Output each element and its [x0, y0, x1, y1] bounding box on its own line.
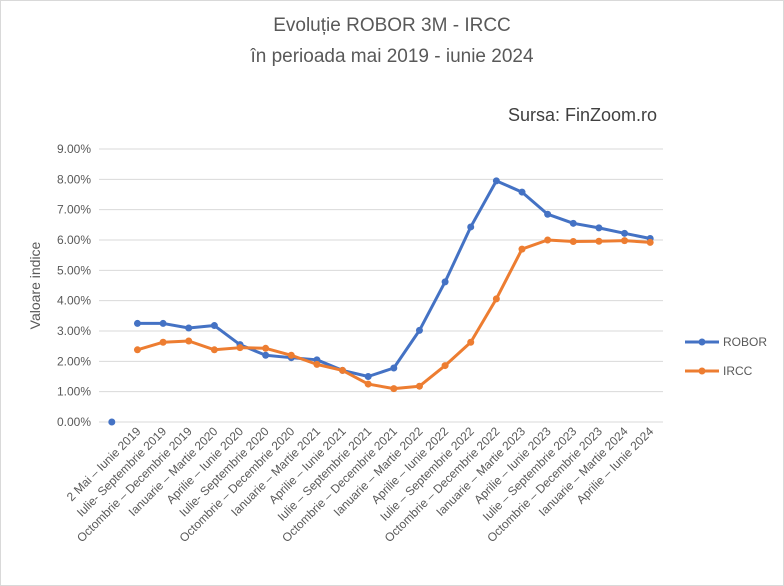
data-point-ircc: [210, 346, 218, 354]
data-point-ircc: [339, 366, 347, 374]
data-point-ircc: [646, 238, 654, 246]
data-point-robor: [210, 322, 218, 330]
data-point-robor: [441, 278, 449, 286]
data-point-ircc: [185, 337, 193, 345]
data-point-robor: [595, 224, 603, 232]
data-point-ircc: [313, 360, 321, 368]
data-point-robor: [544, 210, 552, 218]
data-point-robor: [159, 319, 167, 327]
data-point-robor: [569, 219, 577, 227]
data-point-ircc: [595, 237, 603, 245]
data-point-ircc: [621, 237, 629, 245]
data-point-ircc: [159, 338, 167, 346]
y-tick-label: 0.00%: [57, 415, 91, 429]
legend-marker-ircc: [698, 367, 706, 375]
data-point-ircc: [133, 346, 141, 354]
data-point-robor: [621, 229, 629, 237]
data-point-robor: [133, 319, 141, 327]
y-tick-label: 1.00%: [57, 385, 91, 399]
data-point-ircc: [364, 380, 372, 388]
data-point-robor: [262, 351, 270, 359]
data-point-ircc: [236, 344, 244, 352]
data-point-ircc: [544, 236, 552, 244]
data-point-robor: [492, 177, 500, 185]
y-tick-label: 8.00%: [57, 172, 91, 186]
legend-label-ircc: IRCC: [723, 364, 753, 378]
y-tick-label: 7.00%: [57, 203, 91, 217]
data-point-ircc: [492, 295, 500, 303]
data-point-robor: [185, 324, 193, 332]
data-point-ircc: [415, 382, 423, 390]
data-point-ircc: [569, 238, 577, 246]
legend-marker-robor: [698, 338, 706, 346]
data-point-ircc: [262, 344, 270, 352]
chart-source: Sursa: FinZoom.ro: [507, 105, 657, 125]
y-axis-label: Valoare indice: [27, 241, 43, 329]
data-point-ircc: [467, 338, 475, 346]
y-tick-label: 2.00%: [57, 354, 91, 368]
y-tick-label: 3.00%: [57, 324, 91, 338]
data-point-ircc: [441, 362, 449, 370]
data-point-ircc: [287, 351, 295, 359]
y-tick-label: 4.00%: [57, 294, 91, 308]
origin-point: [108, 418, 116, 426]
chart-title-line2: în perioada mai 2019 - iunie 2024: [250, 46, 534, 67]
data-point-robor: [390, 364, 398, 372]
data-point-ircc: [518, 245, 526, 253]
legend-label-robor: ROBOR: [723, 335, 767, 349]
data-point-robor: [364, 373, 372, 380]
y-tick-label: 9.00%: [57, 142, 91, 156]
y-tick-label: 6.00%: [57, 233, 91, 247]
y-tick-label: 5.00%: [57, 263, 91, 277]
data-point-ircc: [390, 385, 398, 393]
data-point-robor: [518, 188, 526, 196]
chart-title-line1: Evoluție ROBOR 3M - IRCC: [273, 15, 511, 36]
data-point-robor: [467, 223, 475, 231]
data-point-robor: [415, 326, 423, 334]
